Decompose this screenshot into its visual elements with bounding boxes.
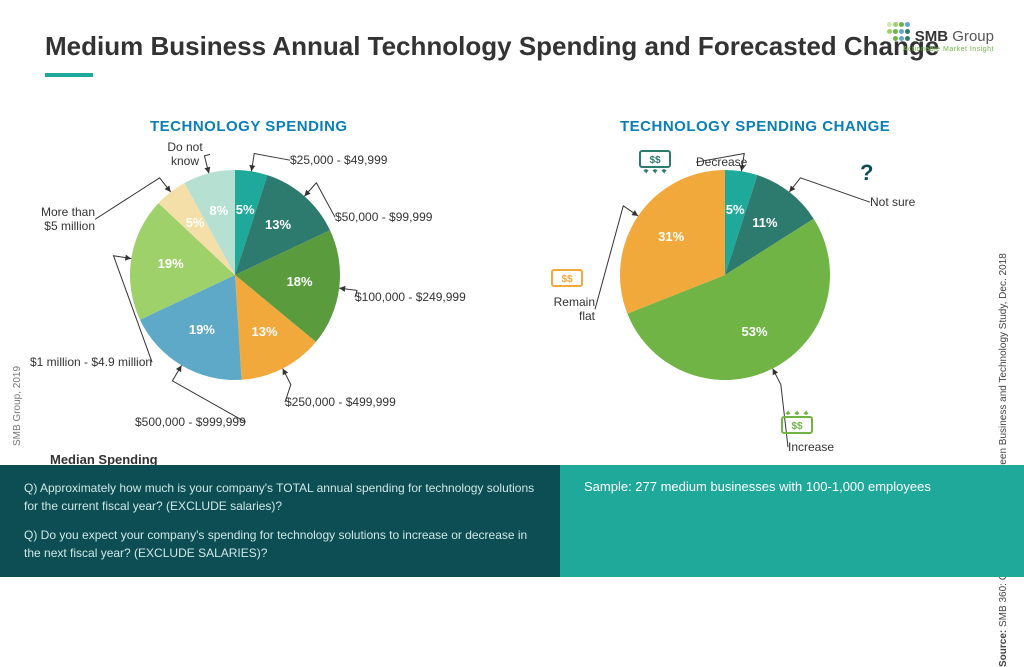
decrease-icon: $$ — [638, 148, 672, 174]
footer-q2: Q) Do you expect your company's spending… — [24, 526, 536, 563]
c1-label-0: $25,000 - $49,999 — [290, 153, 387, 167]
question-icon: ? — [860, 160, 873, 186]
c1-label-5: $1 million - $4.9 million — [30, 355, 152, 369]
chart1-title: TECHNOLOGY SPENDING — [150, 118, 348, 135]
svg-text:$$: $$ — [791, 421, 803, 432]
c2-label-0: Decrease — [696, 155, 747, 169]
c1-label-2: $100,000 - $249,999 — [355, 290, 466, 304]
chart2-title: TECHNOLOGY SPENDING CHANGE — [620, 118, 890, 135]
c1-label-1: $50,000 - $99,999 — [335, 210, 432, 224]
page-title: Medium Business Annual Technology Spendi… — [45, 30, 939, 63]
svg-text:$$: $$ — [649, 155, 661, 166]
footer-questions: Q) Approximately how much is your compan… — [0, 465, 560, 577]
c2-label-1: Not sure — [870, 195, 915, 209]
logo-tagline: Actionable Market Insight — [886, 46, 994, 53]
c1-label-3: $250,000 - $499,999 — [285, 395, 396, 409]
logo-text: SMB Group — [915, 28, 994, 45]
chart2-pie: 5%11%53%31% — [595, 145, 855, 405]
svg-text:$$: $$ — [561, 274, 573, 285]
side-credit: SMB Group, 2019 — [12, 366, 23, 446]
footer-sample: Sample: 277 medium businesses with 100-1… — [560, 465, 1024, 577]
c1-label-4: $500,000 - $999,999 — [135, 415, 246, 429]
c1-label-6: More than $5 million — [30, 205, 95, 234]
title-underline — [45, 73, 93, 77]
footer: Q) Approximately how much is your compan… — [0, 465, 1024, 577]
smb-logo: SMB Group Actionable Market Insight — [886, 20, 994, 53]
c2-label-2: Increase — [788, 440, 834, 454]
logo-dots-icon — [886, 20, 910, 41]
increase-icon: $$ — [780, 410, 814, 436]
c1-label-7: Do not know — [160, 140, 210, 169]
c2-label-3: Remain flat — [545, 295, 595, 324]
footer-q1: Q) Approximately how much is your compan… — [24, 479, 536, 516]
remain-flat-icon: $$ — [550, 265, 584, 291]
